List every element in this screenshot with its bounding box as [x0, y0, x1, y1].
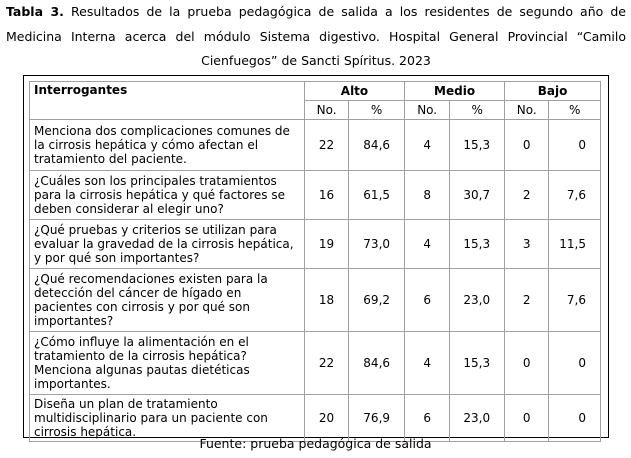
medio-no-cell: 4 — [404, 219, 451, 269]
alto-no-cell: 22 — [303, 331, 350, 395]
header-bajo: Bajo — [504, 81, 601, 101]
medio-no-cell: 4 — [404, 331, 451, 395]
header-row-groups: Interrogantes Alto Medio Bajo — [29, 81, 601, 120]
caption-line-3: Cienfuegos” de Sancti Spíritus. 2023 — [201, 53, 431, 68]
bajo-pct-cell: 0 — [548, 119, 601, 171]
alto-pct-cell: 76,9 — [348, 394, 406, 442]
table-row: ¿Cuáles son los principales tratamientos… — [29, 170, 601, 220]
header-bajo-no: No. — [504, 100, 550, 120]
question-cell: Menciona dos complicaciones comunes de l… — [29, 119, 305, 171]
alto-pct-cell: 61,5 — [348, 170, 406, 220]
header-medio-no: No. — [404, 100, 451, 120]
medio-no-cell: 8 — [404, 170, 451, 220]
question-cell: ¿Qué recomendaciones existen para la det… — [29, 268, 305, 332]
caption-label: Tabla 3. — [6, 4, 64, 19]
question-cell: Diseña un plan de tratamiento multidisci… — [29, 394, 305, 442]
bajo-pct-cell: 7,6 — [548, 170, 601, 220]
caption-line-1: Tabla 3. Resultados de la prueba pedagóg… — [6, 0, 626, 25]
table-caption: Tabla 3. Resultados de la prueba pedagóg… — [6, 0, 626, 74]
alto-pct-cell: 84,6 — [348, 119, 406, 171]
medio-pct-cell: 23,0 — [449, 394, 506, 442]
header-bajo-pct: % — [548, 100, 601, 120]
bajo-no-cell: 0 — [504, 331, 550, 395]
table-row: ¿Qué recomendaciones existen para la det… — [29, 268, 601, 332]
question-cell: ¿Cuáles son los principales tratamientos… — [29, 170, 305, 220]
alto-pct-cell: 69,2 — [348, 268, 406, 332]
medio-pct-cell: 15,3 — [449, 219, 506, 269]
table-row: ¿Cómo influye la alimentación en el trat… — [29, 331, 601, 395]
question-cell: ¿Qué pruebas y criterios se utilizan par… — [29, 219, 305, 269]
table-row: ¿Qué pruebas y criterios se utilizan par… — [29, 219, 601, 269]
header-alto-no: No. — [303, 100, 350, 120]
results-table-frame: Interrogantes Alto Medio Bajo No. % No. … — [23, 75, 609, 442]
bajo-pct-cell: 7,6 — [548, 268, 601, 332]
medio-pct-cell: 30,7 — [449, 170, 506, 220]
results-table: Interrogantes Alto Medio Bajo No. % No. … — [29, 81, 601, 442]
header-medio-pct: % — [449, 100, 506, 120]
alto-no-cell: 20 — [303, 394, 350, 442]
bajo-pct-cell: 0 — [548, 394, 601, 442]
alto-no-cell: 18 — [303, 268, 350, 332]
bajo-no-cell: 0 — [504, 119, 550, 171]
bajo-no-cell: 3 — [504, 219, 550, 269]
bajo-pct-cell: 11,5 — [548, 219, 601, 269]
medio-pct-cell: 23,0 — [449, 268, 506, 332]
medio-no-cell: 4 — [404, 119, 451, 171]
alto-no-cell: 22 — [303, 119, 350, 171]
bajo-no-cell: 2 — [504, 170, 550, 220]
question-cell: ¿Cómo influye la alimentación en el trat… — [29, 331, 305, 395]
medio-pct-cell: 15,3 — [449, 331, 506, 395]
medio-no-cell: 6 — [404, 268, 451, 332]
alto-no-cell: 16 — [303, 170, 350, 220]
table-row: Menciona dos complicaciones comunes de l… — [29, 119, 601, 171]
caption-line-2: Medicina Interna acerca del módulo Siste… — [6, 28, 626, 44]
header-alto: Alto — [303, 81, 406, 101]
bajo-pct-cell: 0 — [548, 331, 601, 395]
header-questions: Interrogantes — [29, 81, 305, 120]
header-alto-pct: % — [348, 100, 406, 120]
alto-pct-cell: 73,0 — [348, 219, 406, 269]
alto-no-cell: 19 — [303, 219, 350, 269]
medio-no-cell: 6 — [404, 394, 451, 442]
table-source-note: Fuente: prueba pedagógica de salida — [199, 436, 432, 451]
bajo-no-cell: 2 — [504, 268, 550, 332]
caption-text-1: Resultados de la prueba pedagógica de sa… — [71, 4, 626, 19]
bajo-no-cell: 0 — [504, 394, 550, 442]
medio-pct-cell: 15,3 — [449, 119, 506, 171]
alto-pct-cell: 84,6 — [348, 331, 406, 395]
header-medio: Medio — [404, 81, 506, 101]
table-row: Diseña un plan de tratamiento multidisci… — [29, 394, 601, 442]
